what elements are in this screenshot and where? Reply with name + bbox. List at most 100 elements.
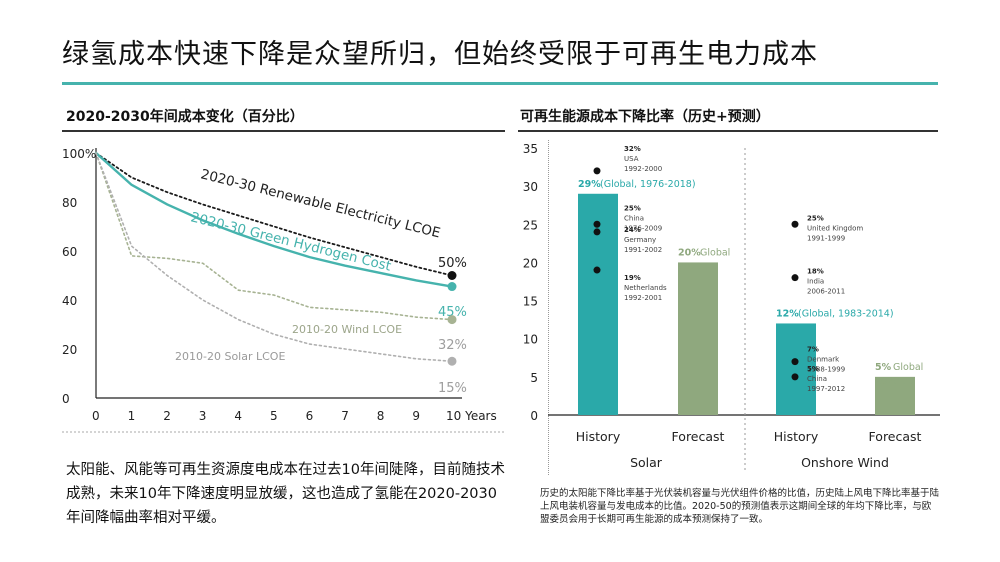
point-region-label: India xyxy=(807,278,824,286)
y-tick-label: 0 xyxy=(530,409,538,423)
bar-value-note: Global xyxy=(893,362,923,373)
panel-divider xyxy=(548,140,549,475)
data-point xyxy=(791,220,799,228)
series-line xyxy=(95,152,453,363)
x-tick-label: 9 xyxy=(412,409,420,423)
bar-value-label: 12% xyxy=(776,308,799,319)
point-value-label: 18% xyxy=(807,268,824,276)
bar-value-label: 20% xyxy=(678,247,701,258)
bar xyxy=(776,323,816,415)
bar-value-label: 29% xyxy=(578,179,601,190)
y-tick-label: 100% xyxy=(62,147,96,161)
point-region-label: Netherlands xyxy=(624,284,667,292)
bar-category-label: Forecast xyxy=(869,429,922,444)
point-region-label: Denmark xyxy=(807,356,840,364)
series-label: 2010-20 Wind LCOE xyxy=(292,323,402,336)
point-years-label: 1997-2012 xyxy=(807,385,845,393)
point-years-label: 1992-2001 xyxy=(624,294,662,302)
point-years-label: 1988-1999 xyxy=(807,366,845,374)
y-tick-label: 10 xyxy=(523,333,538,347)
point-years-label: 1991-2002 xyxy=(624,246,662,254)
bar-value-years: 2020-50 xyxy=(875,376,915,387)
y-tick-label: 60 xyxy=(62,245,77,259)
point-value-label: 25% xyxy=(807,214,824,222)
x-tick-label: 10 Years xyxy=(446,409,497,423)
point-region-label: United Kingdom xyxy=(807,224,863,232)
right-caption: 历史的太阳能下降比率基于光伏装机容量与光伏组件价格的比值，历史陆上风电下降比率基… xyxy=(540,488,940,525)
bar-value-years: 2020-50 xyxy=(678,261,718,272)
y-tick-label: 25 xyxy=(523,218,538,232)
point-region-label: Germany xyxy=(624,236,656,244)
point-value-label: 32% xyxy=(624,145,641,153)
x-tick-label: 6 xyxy=(306,409,314,423)
left-caption: 太阳能、风能等可再生资源度电成本在过去10年间陡降，目前随技术成熟，未来10年下… xyxy=(66,462,505,526)
x-tick-label: 5 xyxy=(270,409,278,423)
point-years-label: 1992-2000 xyxy=(624,165,662,173)
series-line xyxy=(95,152,453,321)
left-chart-subtitle: 2020-2030年间成本变化（百分比） xyxy=(66,109,304,125)
point-value-label: 24% xyxy=(624,226,641,234)
x-tick-label: 2 xyxy=(163,409,171,423)
y-tick-label: 35 xyxy=(523,142,538,156)
right-subtitle-rule xyxy=(518,130,938,132)
x-tick-label: 7 xyxy=(341,409,349,423)
bar-value-note: Global xyxy=(700,247,730,258)
group-label: Solar xyxy=(630,455,663,470)
bar xyxy=(875,376,915,415)
title-rule xyxy=(62,82,938,85)
point-region-label: China xyxy=(807,375,827,383)
bar-value-note: (Global, 1976-2018) xyxy=(600,179,696,190)
data-point xyxy=(791,358,799,366)
y-tick-label: 15 xyxy=(523,295,538,309)
y-tick-label: 80 xyxy=(62,196,77,210)
point-value-label: 25% xyxy=(624,204,641,212)
series-end-label: 50% xyxy=(438,256,467,271)
series-end-label: 45% xyxy=(438,305,467,320)
data-point xyxy=(593,266,601,274)
series-end-point xyxy=(447,315,457,325)
x-tick-label: 8 xyxy=(377,409,385,423)
point-years-label: 2006-2011 xyxy=(807,288,845,296)
point-value-label: 5% xyxy=(807,365,819,373)
y-tick-label: 20 xyxy=(523,256,538,270)
y-tick-label: 20 xyxy=(62,343,77,357)
data-point xyxy=(593,220,601,228)
data-point xyxy=(791,274,799,282)
series-line xyxy=(95,152,453,277)
y-tick-label: 5 xyxy=(530,371,538,385)
series-end-point xyxy=(447,271,457,280)
series-line xyxy=(94,151,454,288)
bar xyxy=(678,262,718,415)
group-label: Onshore Wind xyxy=(801,455,889,470)
bar-value-note: (Global, 1983-2014) xyxy=(798,308,894,319)
left-subtitle-rule xyxy=(62,130,505,132)
x-tick-label: 1 xyxy=(128,409,136,423)
point-region-label: China xyxy=(624,214,644,222)
x-tick-label: 3 xyxy=(199,409,207,423)
y-tick-label: 0 xyxy=(62,392,70,406)
series-end-label: 15% xyxy=(438,381,467,396)
data-point xyxy=(593,228,601,236)
bar-category-label: History xyxy=(576,429,621,444)
data-point xyxy=(791,373,799,381)
y-tick-label: 30 xyxy=(523,180,538,194)
series-end-point xyxy=(447,356,457,366)
point-value-label: 19% xyxy=(624,274,641,282)
page-title: 绿氢成本快速下降是众望所归，但始终受限于可再生电力成本 xyxy=(62,39,818,70)
series-end-point xyxy=(447,282,457,292)
x-tick-label: 0 xyxy=(92,409,100,423)
right-chart-subtitle: 可再生能源成本下降比率（历史+预测） xyxy=(520,109,770,125)
bar-category-label: History xyxy=(774,429,819,444)
point-years-label: 1976-2009 xyxy=(624,224,662,232)
bar-value-label: 5% xyxy=(875,362,892,373)
bar-category-label: Forecast xyxy=(672,429,725,444)
point-region-label: USA xyxy=(624,155,639,163)
point-value-label: 7% xyxy=(807,346,819,354)
series-end-label: 32% xyxy=(438,338,467,353)
point-years-label: 1991-1999 xyxy=(807,234,845,242)
series-label: 2010-20 Solar LCOE xyxy=(175,350,285,363)
y-tick-label: 40 xyxy=(62,294,77,308)
x-tick-label: 4 xyxy=(234,409,242,423)
